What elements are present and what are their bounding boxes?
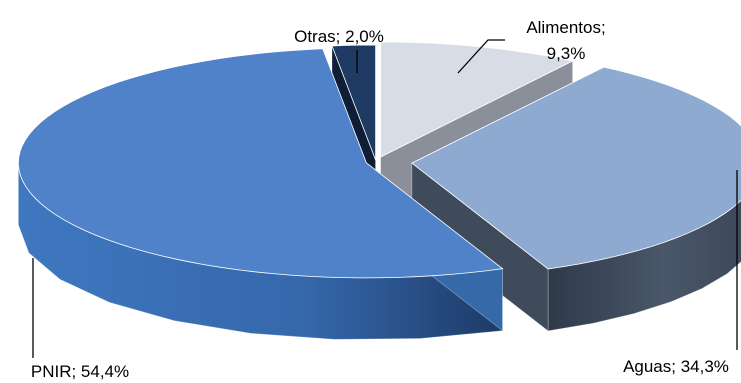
pie-slice-pnir xyxy=(17,48,504,279)
data-label-otras: Otras; 2,0% xyxy=(294,27,384,46)
data-label-alimentos: Alimentos; xyxy=(526,18,605,37)
data-label-alimentos-line-2: 9,3% xyxy=(547,44,586,63)
pie-slice-alimentos xyxy=(380,41,574,158)
pie-slice-aguas xyxy=(411,66,741,270)
leader-line-alimentos xyxy=(457,39,505,74)
data-label-pnir: PNIR; 54,4% xyxy=(31,362,129,381)
data-label-aguas: Aguas; 34,3% xyxy=(623,357,729,376)
pie-slice-otras xyxy=(331,44,377,161)
